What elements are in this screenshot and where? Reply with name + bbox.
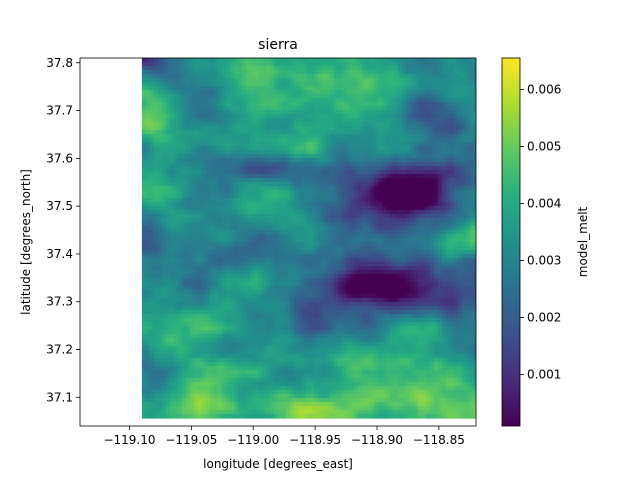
y-tick-label: 37.2 — [46, 343, 73, 357]
x-tick-label: −119.10 — [103, 433, 155, 447]
y-tick-label: 37.3 — [46, 295, 73, 309]
x-tick-label: −119.05 — [165, 433, 217, 447]
x-tick-label: −118.85 — [413, 433, 465, 447]
colorbar-label: model_melt — [576, 206, 590, 277]
colorbar-tick-label: 0.002 — [527, 311, 561, 325]
y-axis: 37.1 37.2 37.3 37.4 37.5 37.6 37.7 37.8 — [46, 56, 80, 404]
y-tick-label: 37.5 — [46, 199, 73, 213]
chart-title: sierra — [258, 37, 298, 53]
y-tick-label: 37.4 — [46, 247, 73, 261]
y-tick-label: 37.7 — [46, 104, 73, 118]
x-tick-label: −118.95 — [289, 433, 341, 447]
colorbar — [501, 57, 521, 427]
colorbar-tick-label: 0.001 — [527, 368, 561, 382]
heatmap-image — [141, 58, 476, 419]
colorbar-tick-label: 0.003 — [527, 254, 561, 268]
x-axis-label: longitude [degrees_east] — [203, 457, 353, 471]
y-tick-label: 37.8 — [46, 56, 73, 70]
y-tick-label: 37.6 — [46, 151, 73, 165]
x-tick-label: −119.00 — [227, 433, 279, 447]
colorbar-ticks: 0.001 0.002 0.003 0.004 0.005 0.006 — [520, 82, 561, 382]
x-axis: −119.10 −119.05 −119.00 −118.95 −118.90 −118.… — [103, 426, 465, 447]
colorbar-tick-label: 0.006 — [527, 82, 561, 96]
y-tick-label: 37.1 — [46, 390, 73, 404]
y-axis-label: latitude [degrees_north] — [19, 169, 33, 315]
plot-frame — [79, 57, 477, 427]
colorbar-tick-label: 0.005 — [527, 139, 561, 153]
x-tick-label: −118.90 — [351, 433, 403, 447]
colorbar-tick-label: 0.004 — [527, 196, 561, 210]
